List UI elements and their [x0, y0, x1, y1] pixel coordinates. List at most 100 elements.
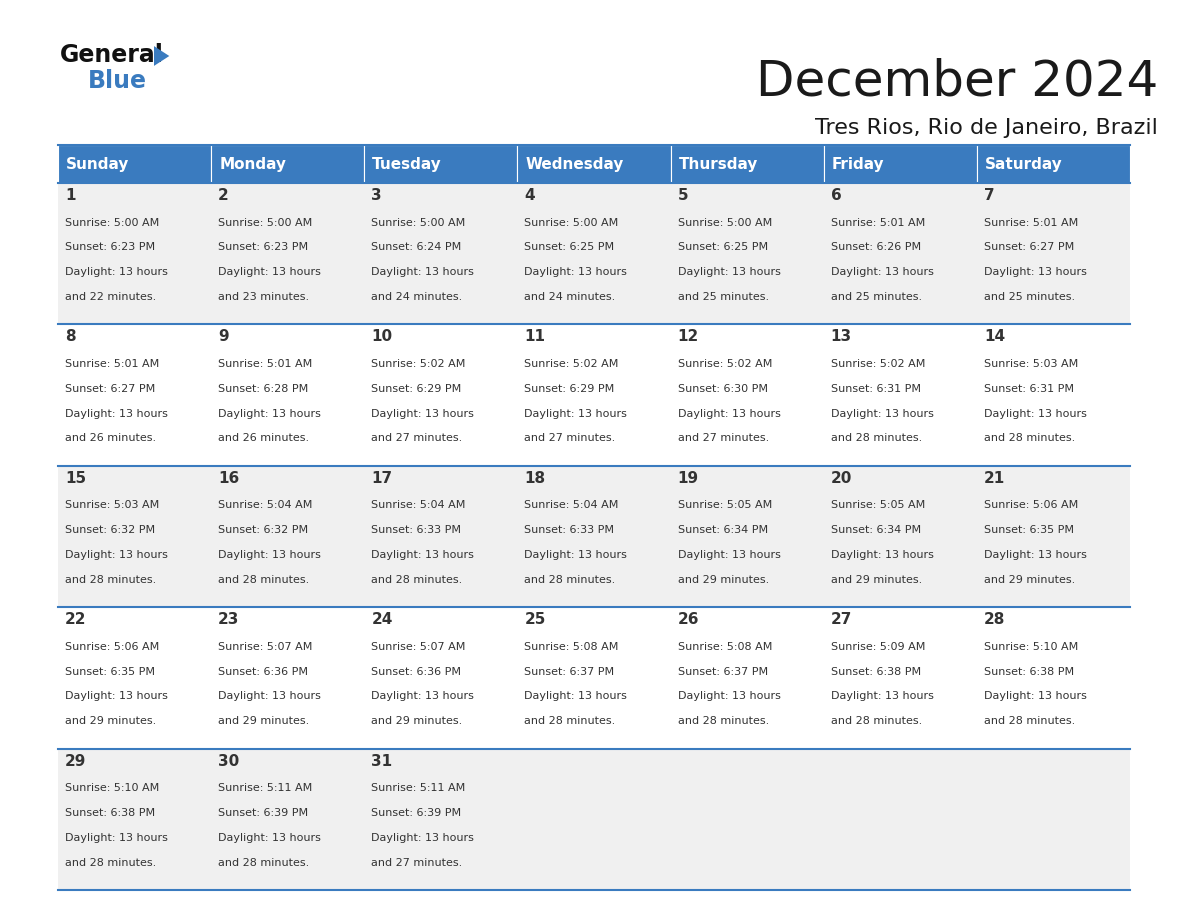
- Text: 8: 8: [65, 330, 76, 344]
- Text: Daylight: 13 hours: Daylight: 13 hours: [524, 550, 627, 560]
- Text: Sunrise: 5:00 AM: Sunrise: 5:00 AM: [372, 218, 466, 228]
- Text: Sunset: 6:28 PM: Sunset: 6:28 PM: [219, 384, 309, 394]
- Bar: [977, 183, 1130, 324]
- Bar: [365, 324, 518, 465]
- Text: Sunrise: 5:00 AM: Sunrise: 5:00 AM: [524, 218, 619, 228]
- Text: and 28 minutes.: and 28 minutes.: [524, 575, 615, 585]
- Bar: [365, 607, 518, 748]
- Text: 6: 6: [830, 188, 841, 203]
- Text: Daylight: 13 hours: Daylight: 13 hours: [830, 267, 934, 277]
- Text: Tres Rios, Rio de Janeiro, Brazil: Tres Rios, Rio de Janeiro, Brazil: [815, 118, 1158, 138]
- Text: Daylight: 13 hours: Daylight: 13 hours: [65, 550, 168, 560]
- Text: Sunset: 6:38 PM: Sunset: 6:38 PM: [830, 666, 921, 677]
- Text: Saturday: Saturday: [985, 156, 1062, 172]
- Text: 19: 19: [677, 471, 699, 486]
- Text: Sunrise: 5:09 AM: Sunrise: 5:09 AM: [830, 642, 925, 652]
- Bar: [977, 324, 1130, 465]
- Text: Daylight: 13 hours: Daylight: 13 hours: [65, 409, 168, 419]
- Text: Sunrise: 5:08 AM: Sunrise: 5:08 AM: [677, 642, 772, 652]
- Text: Daylight: 13 hours: Daylight: 13 hours: [524, 409, 627, 419]
- Bar: [823, 748, 977, 890]
- Bar: [211, 465, 365, 607]
- Text: Sunday: Sunday: [67, 156, 129, 172]
- Text: December 2024: December 2024: [756, 58, 1158, 106]
- Bar: [977, 465, 1130, 607]
- Text: and 29 minutes.: and 29 minutes.: [65, 716, 157, 726]
- Text: Sunset: 6:32 PM: Sunset: 6:32 PM: [219, 525, 308, 535]
- Bar: [977, 145, 1130, 183]
- Text: 4: 4: [524, 188, 535, 203]
- Text: Sunrise: 5:07 AM: Sunrise: 5:07 AM: [219, 642, 312, 652]
- Bar: [670, 145, 823, 183]
- Text: and 28 minutes.: and 28 minutes.: [65, 857, 157, 868]
- Text: and 27 minutes.: and 27 minutes.: [372, 857, 462, 868]
- Text: and 28 minutes.: and 28 minutes.: [219, 857, 309, 868]
- Text: 26: 26: [677, 612, 699, 627]
- Bar: [211, 748, 365, 890]
- Text: and 27 minutes.: and 27 minutes.: [524, 433, 615, 443]
- Text: Daylight: 13 hours: Daylight: 13 hours: [219, 409, 321, 419]
- Text: 5: 5: [677, 188, 688, 203]
- Text: 30: 30: [219, 754, 240, 768]
- Text: 16: 16: [219, 471, 240, 486]
- Text: Sunset: 6:37 PM: Sunset: 6:37 PM: [524, 666, 614, 677]
- Text: Daylight: 13 hours: Daylight: 13 hours: [830, 550, 934, 560]
- Text: Daylight: 13 hours: Daylight: 13 hours: [830, 691, 934, 701]
- Text: Sunset: 6:30 PM: Sunset: 6:30 PM: [677, 384, 767, 394]
- Text: Sunset: 6:37 PM: Sunset: 6:37 PM: [677, 666, 767, 677]
- Text: and 25 minutes.: and 25 minutes.: [984, 292, 1075, 302]
- Text: Sunrise: 5:00 AM: Sunrise: 5:00 AM: [219, 218, 312, 228]
- Text: General: General: [61, 43, 164, 67]
- Text: 21: 21: [984, 471, 1005, 486]
- Text: and 24 minutes.: and 24 minutes.: [372, 292, 462, 302]
- Bar: [823, 324, 977, 465]
- Text: Sunset: 6:27 PM: Sunset: 6:27 PM: [65, 384, 156, 394]
- Bar: [211, 324, 365, 465]
- Text: and 28 minutes.: and 28 minutes.: [984, 716, 1075, 726]
- Bar: [365, 465, 518, 607]
- Text: Thursday: Thursday: [678, 156, 758, 172]
- Text: Sunrise: 5:11 AM: Sunrise: 5:11 AM: [372, 783, 466, 793]
- Bar: [58, 183, 211, 324]
- Text: Daylight: 13 hours: Daylight: 13 hours: [677, 267, 781, 277]
- Bar: [518, 748, 670, 890]
- Text: Sunrise: 5:05 AM: Sunrise: 5:05 AM: [677, 500, 772, 510]
- Text: Sunrise: 5:06 AM: Sunrise: 5:06 AM: [984, 500, 1078, 510]
- Text: Sunrise: 5:08 AM: Sunrise: 5:08 AM: [524, 642, 619, 652]
- Text: and 23 minutes.: and 23 minutes.: [219, 292, 309, 302]
- Text: Blue: Blue: [88, 69, 147, 93]
- Bar: [58, 607, 211, 748]
- Text: 29: 29: [65, 754, 87, 768]
- Text: and 22 minutes.: and 22 minutes.: [65, 292, 157, 302]
- Text: Sunset: 6:39 PM: Sunset: 6:39 PM: [372, 808, 461, 818]
- Text: 14: 14: [984, 330, 1005, 344]
- Text: 9: 9: [219, 330, 229, 344]
- Text: Sunset: 6:35 PM: Sunset: 6:35 PM: [984, 525, 1074, 535]
- Text: Daylight: 13 hours: Daylight: 13 hours: [372, 691, 474, 701]
- Text: Sunrise: 5:02 AM: Sunrise: 5:02 AM: [677, 359, 772, 369]
- Text: Sunset: 6:24 PM: Sunset: 6:24 PM: [372, 242, 461, 252]
- Text: Daylight: 13 hours: Daylight: 13 hours: [372, 409, 474, 419]
- Text: Sunrise: 5:02 AM: Sunrise: 5:02 AM: [372, 359, 466, 369]
- Text: and 29 minutes.: and 29 minutes.: [830, 575, 922, 585]
- Text: Sunset: 6:29 PM: Sunset: 6:29 PM: [524, 384, 614, 394]
- Bar: [670, 183, 823, 324]
- Text: and 28 minutes.: and 28 minutes.: [372, 575, 462, 585]
- Text: Daylight: 13 hours: Daylight: 13 hours: [219, 550, 321, 560]
- Bar: [823, 465, 977, 607]
- Text: Daylight: 13 hours: Daylight: 13 hours: [984, 691, 1087, 701]
- Text: Sunset: 6:36 PM: Sunset: 6:36 PM: [372, 666, 461, 677]
- Text: Daylight: 13 hours: Daylight: 13 hours: [65, 691, 168, 701]
- Text: Sunrise: 5:07 AM: Sunrise: 5:07 AM: [372, 642, 466, 652]
- Text: Sunrise: 5:02 AM: Sunrise: 5:02 AM: [524, 359, 619, 369]
- Text: Sunset: 6:33 PM: Sunset: 6:33 PM: [524, 525, 614, 535]
- Bar: [365, 748, 518, 890]
- Text: 25: 25: [524, 612, 545, 627]
- Bar: [365, 145, 518, 183]
- Text: and 26 minutes.: and 26 minutes.: [65, 433, 156, 443]
- Text: Daylight: 13 hours: Daylight: 13 hours: [830, 409, 934, 419]
- Text: Sunset: 6:39 PM: Sunset: 6:39 PM: [219, 808, 308, 818]
- Text: Daylight: 13 hours: Daylight: 13 hours: [65, 267, 168, 277]
- Text: and 25 minutes.: and 25 minutes.: [830, 292, 922, 302]
- Text: Sunset: 6:27 PM: Sunset: 6:27 PM: [984, 242, 1074, 252]
